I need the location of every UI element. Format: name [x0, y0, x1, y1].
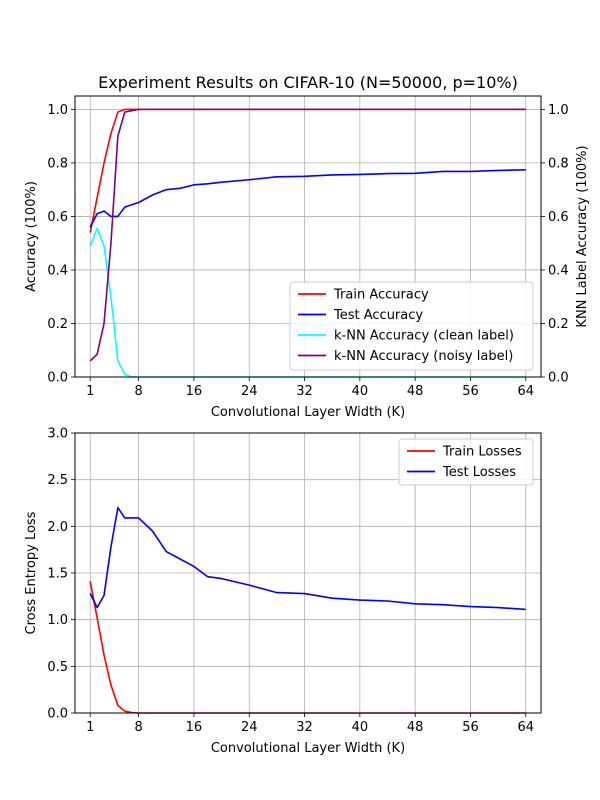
legend-label-k-nn-accuracy-noisy-label: k-NN Accuracy (noisy label)	[334, 349, 513, 364]
series-line-k-nn-accuracy-noisy-label	[89, 108, 526, 362]
loss-y-tick-label: 2.5	[47, 473, 68, 488]
loss-x-axis-label: Convolutional Layer Width (K)	[211, 741, 405, 756]
series-line-test-accuracy	[89, 169, 526, 228]
accuracy-right-y-tick-label: 0.0	[548, 371, 569, 386]
loss-y-tick-label: 0.0	[47, 707, 68, 722]
loss-y-tick-label: 1.0	[47, 613, 68, 628]
accuracy-legend: Train Accuracy Test Accuracy k-NN Accuracy…	[289, 281, 534, 371]
accuracy-y-tick-label: 0.2	[47, 317, 68, 332]
accuracy-right-y-tick-label: 0.8	[548, 156, 569, 171]
accuracy-legend-box	[289, 281, 534, 371]
loss-x-tick-label: 32	[296, 720, 313, 735]
loss-y-tick-label: 2.0	[47, 520, 68, 535]
accuracy-x-tick-label: 56	[462, 384, 479, 399]
loss-y-tick-label: 1.5	[47, 567, 68, 582]
loss-legend: Train Losses Test Losses	[398, 438, 534, 486]
accuracy-y-axis-label: Accuracy (100%)	[24, 181, 39, 292]
loss-x-tick-label: 56	[462, 720, 479, 735]
loss-y-tick-label: 3.0	[47, 427, 68, 442]
accuracy-x-tick-label: 40	[352, 384, 369, 399]
accuracy-y-tick-label: 0.8	[47, 156, 68, 171]
loss-x-tick-label: 16	[186, 720, 203, 735]
legend-label-train-accuracy: Train Accuracy	[333, 288, 429, 303]
legend-label-train-losses: Train Losses	[442, 445, 522, 460]
accuracy-x-tick-label: 8	[134, 384, 142, 399]
accuracy-chart: 1 8 16 24 32 40 48 56 64 0.0 0.2 0.4 0.6 0.8 1.0 0.0 0.2…	[24, 73, 590, 420]
accuracy-right-y-tick-label: 0.6	[548, 210, 569, 225]
legend-label-test-accuracy: Test Accuracy	[333, 308, 423, 323]
accuracy-chart-title: Experiment Results on CIFAR-10 (N=50000,…	[98, 73, 518, 92]
accuracy-ticks: 1 8 16 24 32 40 48 56 64 0.0 0.2 0.4 0.6 0.8 1.0 0.0 0.2…	[47, 103, 568, 399]
series-line-test-losses	[89, 506, 526, 611]
loss-x-tick-label: 8	[134, 720, 142, 735]
accuracy-x-tick-label: 1	[86, 384, 94, 399]
accuracy-x-tick-label: 32	[296, 384, 313, 399]
accuracy-y-tick-label: 0.0	[47, 371, 68, 386]
accuracy-plot-frame	[74, 95, 542, 378]
accuracy-right-y-tick-label: 1.0	[548, 103, 569, 118]
loss-x-tick-label: 40	[352, 720, 369, 735]
knn-accuracy-y-axis-label: KNN Label Accuracy (100%)	[575, 145, 590, 327]
loss-y-tick-label: 0.5	[47, 660, 68, 675]
loss-ticks: 1 8 16 24 32 40 48 56 64 0.0 0.5 1.0 1.5 2.0 2.5 3.0	[47, 427, 534, 736]
accuracy-y-tick-label: 0.4	[47, 263, 68, 278]
loss-x-tick-label: 64	[518, 720, 535, 735]
loss-y-axis-label: Cross Entropy Loss	[24, 511, 39, 634]
accuracy-x-tick-label: 64	[518, 384, 535, 399]
accuracy-x-tick-label: 16	[186, 384, 203, 399]
accuracy-x-axis-label: Convolutional Layer Width (K)	[211, 405, 405, 420]
legend-label-k-nn-accuracy-clean-label: k-NN Accuracy (clean label)	[334, 329, 514, 344]
loss-chart: 1 8 16 24 32 40 48 56 64 0.0 0.5 1.0 1.5 2.0 2.5 3.0 Co…	[24, 427, 542, 756]
accuracy-x-tick-label: 48	[407, 384, 424, 399]
loss-plot-frame	[74, 432, 542, 714]
loss-x-tick-label: 48	[407, 720, 424, 735]
accuracy-x-tick-label: 24	[241, 384, 258, 399]
legend-label-test-losses: Test Losses	[442, 465, 516, 480]
accuracy-right-y-tick-label: 0.2	[548, 317, 569, 332]
loss-x-tick-label: 1	[86, 720, 94, 735]
accuracy-y-tick-label: 0.6	[47, 210, 68, 225]
accuracy-right-y-tick-label: 0.4	[548, 263, 569, 278]
accuracy-y-tick-label: 1.0	[47, 103, 68, 118]
loss-x-tick-label: 24	[241, 720, 258, 735]
